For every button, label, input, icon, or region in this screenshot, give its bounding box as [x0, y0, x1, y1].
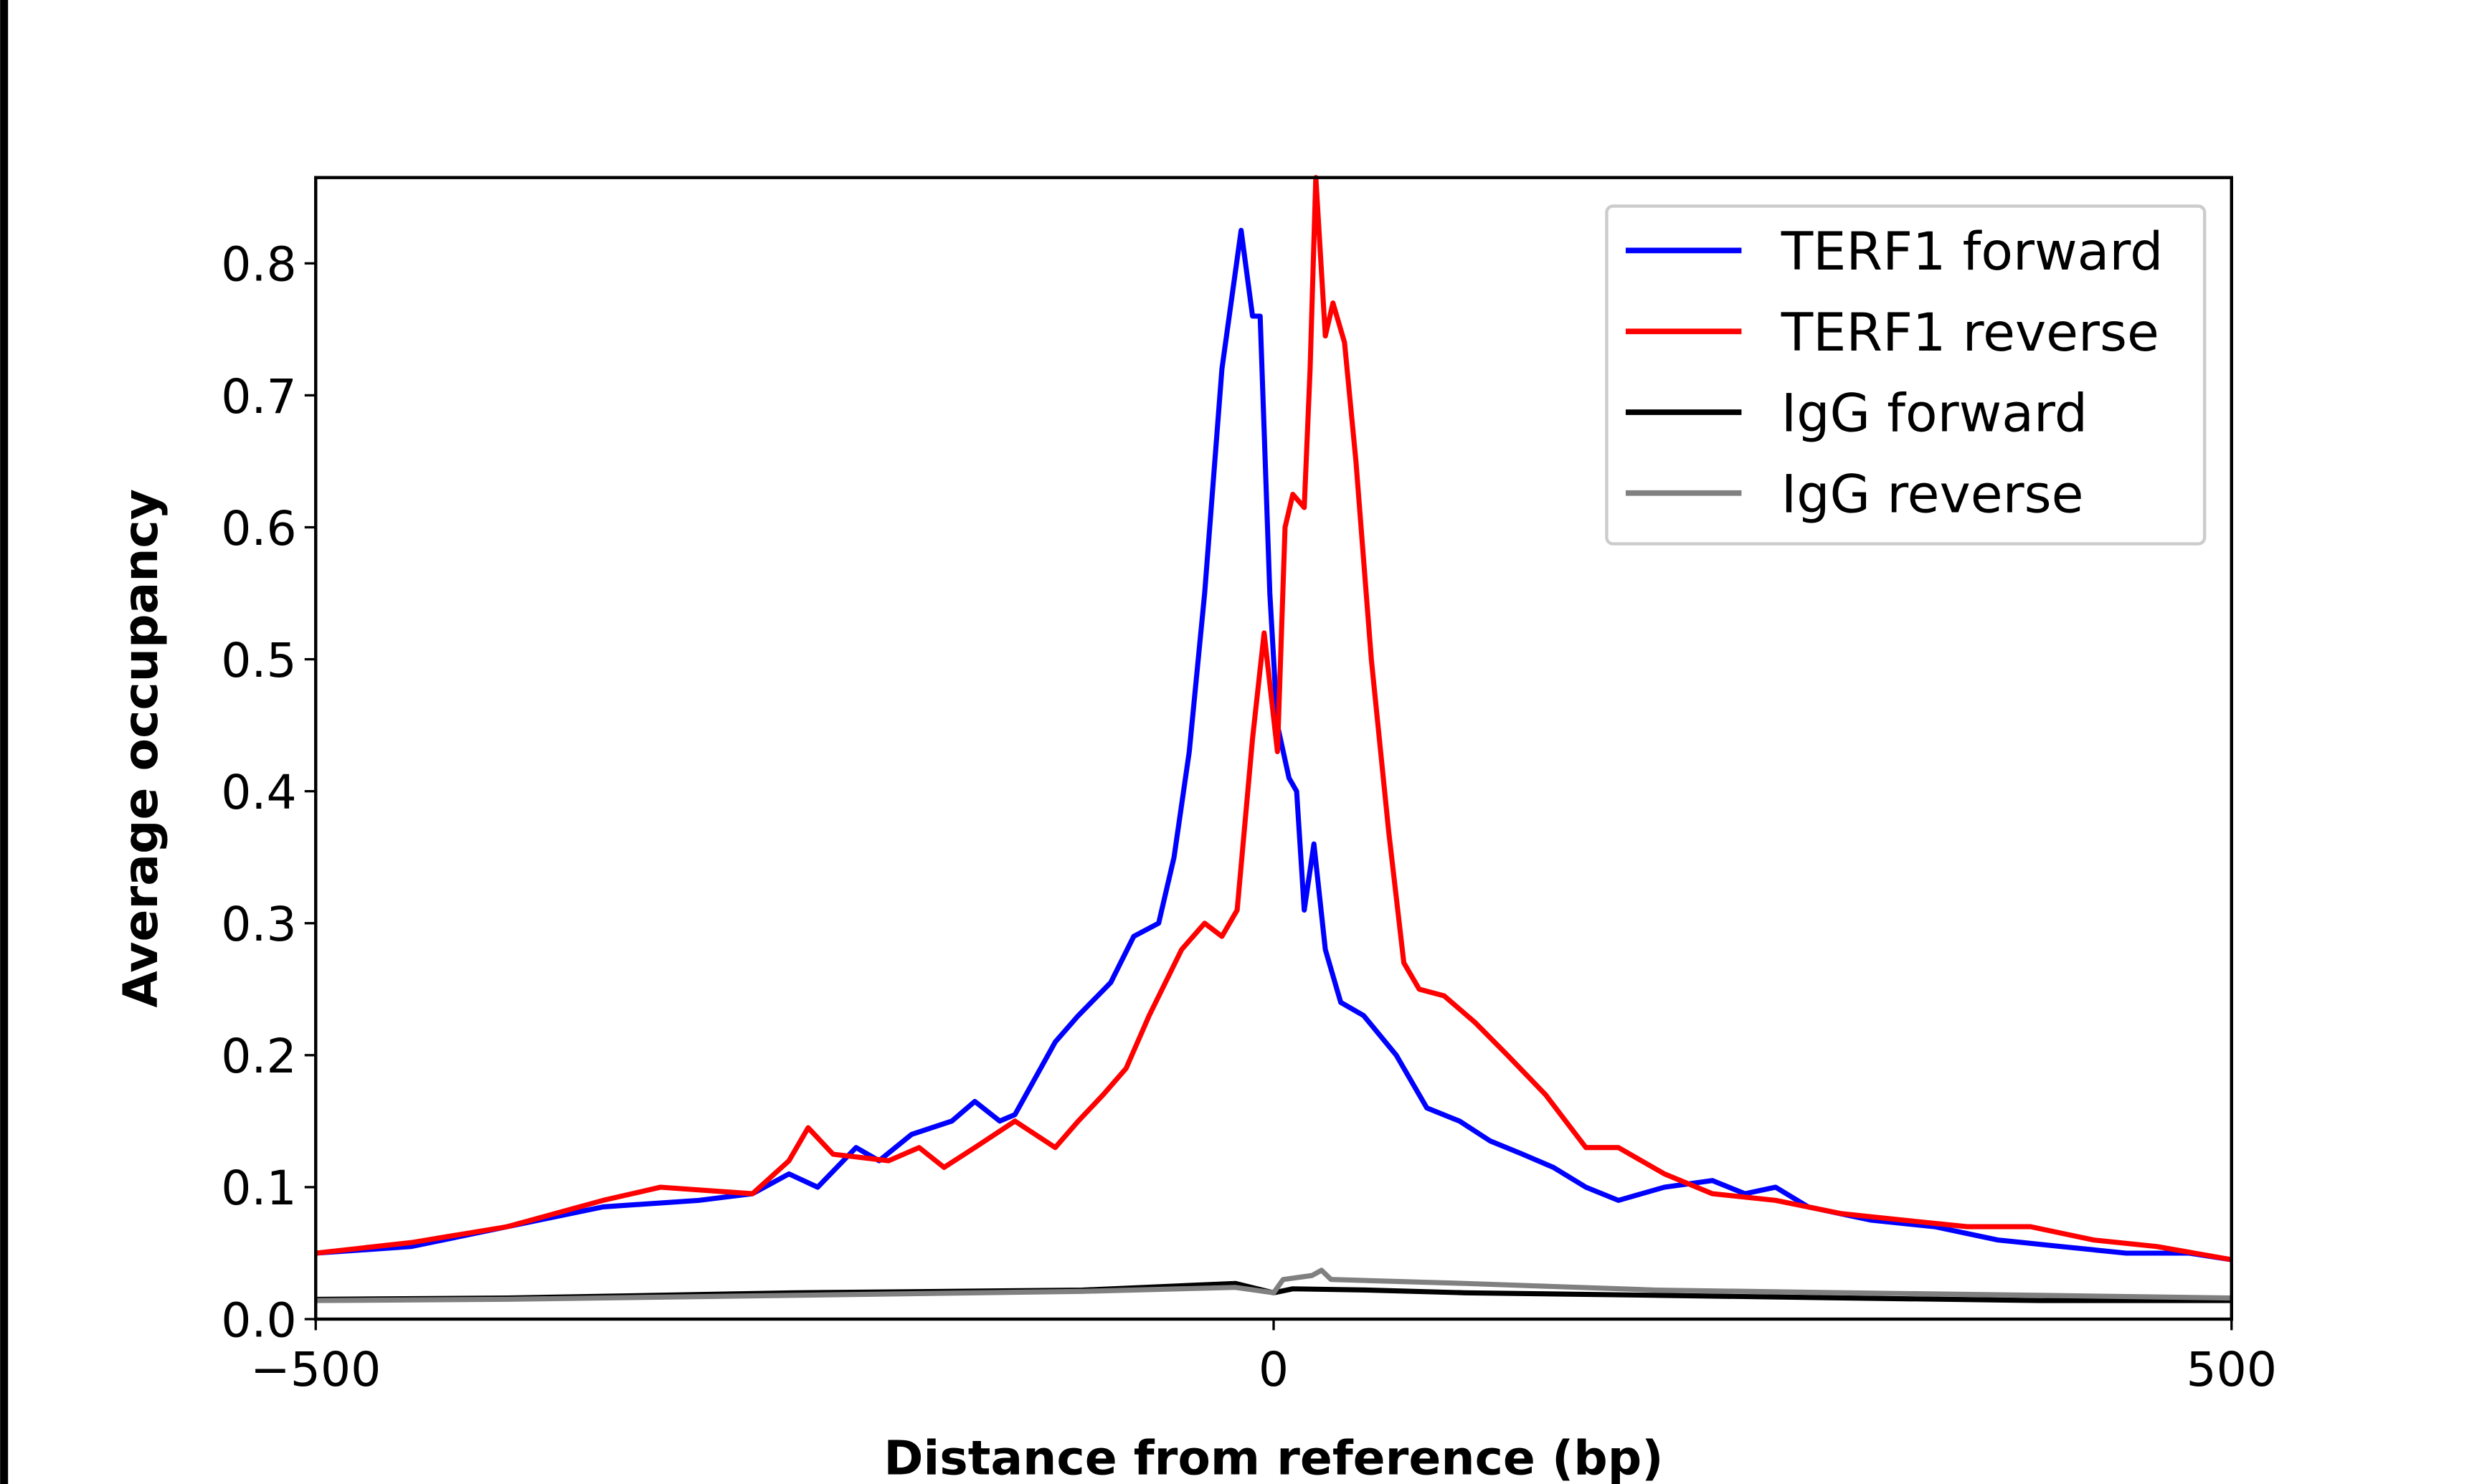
x-tick-label: 500 — [2186, 1341, 2277, 1397]
left-border — [0, 0, 9, 1484]
legend-box — [1605, 204, 2207, 546]
legend-label: IgG reverse — [1781, 464, 2084, 525]
y-tick-label: 0.6 — [221, 500, 296, 556]
x-axis: −500 0 500 — [250, 1319, 2277, 1397]
series-line-terf1-reverse — [315, 175, 2232, 1262]
legend: TERF1 forward TERF1 reverse IgG forward IgG… — [1605, 204, 2207, 546]
series-line-terf1-forward — [316, 227, 2232, 1262]
series-layer — [315, 175, 2232, 1303]
y-tick-label: 0.8 — [221, 237, 296, 292]
y-tick-label: 0.5 — [221, 632, 296, 688]
series-line-igg-reverse — [316, 1267, 2232, 1303]
y-axis-title: Average occupancy — [113, 489, 169, 1008]
legend-label: TERF1 forward — [1781, 222, 2164, 282]
x-tick-label: −500 — [250, 1341, 381, 1397]
y-tick-label: 0.4 — [221, 764, 296, 820]
y-tick-label: 0.7 — [221, 368, 296, 424]
x-tick-label: 0 — [1259, 1341, 1289, 1397]
y-axis: 0.0 0.1 0.2 0.3 0.4 0.5 0.6 0.7 0.8 — [221, 237, 316, 1348]
legend-label: IgG forward — [1781, 384, 2088, 444]
legend-label: TERF1 reverse — [1781, 303, 2159, 363]
y-tick-label: 0.0 — [221, 1292, 296, 1348]
y-tick-label: 0.3 — [221, 896, 296, 952]
x-axis-title: Distance from reference (bp) — [884, 1430, 1663, 1484]
y-tick-label: 0.1 — [221, 1160, 296, 1216]
y-tick-label: 0.2 — [221, 1028, 296, 1084]
